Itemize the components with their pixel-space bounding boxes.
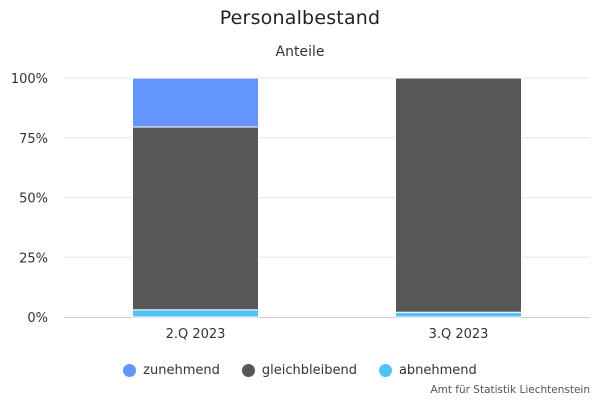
legend-marker-gleichbleibend bbox=[241, 364, 255, 377]
bar-segment-zunehmend bbox=[132, 77, 259, 128]
bar-segment-gleichbleibend bbox=[132, 126, 259, 311]
y-tick-label: 100% bbox=[11, 72, 48, 87]
chart-credits: Amt für Statistik Liechtenstein bbox=[430, 384, 590, 396]
legend-marker-abnehmend bbox=[378, 364, 392, 377]
bar-segment-abnehmend bbox=[395, 311, 522, 318]
stacked-bar-chart: 0% 25% 50% 75% 100% 2.Q 2023 3.Q 2023 bbox=[11, 72, 590, 342]
x-tick-label: 2.Q 2023 bbox=[166, 327, 226, 342]
x-tick-label: 3.Q 2023 bbox=[429, 327, 489, 342]
legend-label-gleichbleibend: gleichbleibend bbox=[261, 363, 357, 378]
legend-label-abnehmend: abnehmend bbox=[398, 363, 477, 378]
y-tick-label: 50% bbox=[19, 192, 48, 207]
legend-item-zunehmend[interactable]: zunehmend bbox=[123, 363, 220, 378]
bar-segment-gleichbleibend bbox=[395, 77, 522, 313]
legend-marker-zunehmend bbox=[123, 364, 137, 377]
legend-label-zunehmend: zunehmend bbox=[143, 363, 220, 378]
chart-subtitle: Anteile bbox=[275, 44, 325, 60]
chart-legend: zunehmend gleichbleibend abnehmend bbox=[0, 363, 600, 378]
y-tick-label: 0% bbox=[27, 311, 48, 326]
legend-item-abnehmend[interactable]: abnehmend bbox=[378, 363, 477, 378]
y-tick-label: 75% bbox=[19, 132, 48, 147]
chart-title: Personalbestand bbox=[219, 7, 381, 29]
y-tick-label: 25% bbox=[19, 251, 48, 266]
bar-segment-abnehmend bbox=[132, 309, 259, 318]
legend-item-gleichbleibend[interactable]: gleichbleibend bbox=[241, 363, 357, 378]
